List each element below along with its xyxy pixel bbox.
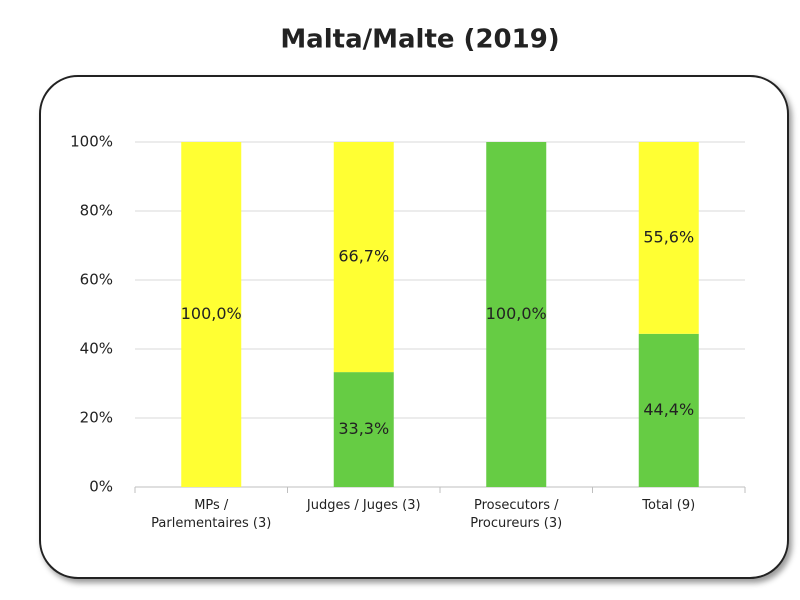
x-tick-label: Judges / Juges (3) <box>306 498 421 513</box>
x-tick-label: MPs / Parlementaires (3) <box>151 498 272 531</box>
bar-segment <box>638 333 699 487</box>
data-label: 100,0% <box>181 304 242 323</box>
bar-segment <box>486 142 547 487</box>
bar-segment <box>333 142 394 373</box>
data-label: 100,0% <box>486 304 547 323</box>
y-tick-label: 60% <box>80 271 113 289</box>
y-tick-label: 80% <box>80 202 113 220</box>
bar-segment <box>333 372 394 487</box>
data-label: 33,3% <box>338 419 389 438</box>
y-tick-label: 0% <box>89 478 113 496</box>
y-tick-label: 20% <box>80 409 113 427</box>
y-tick-label: 40% <box>80 340 113 358</box>
bar-segment <box>638 142 699 334</box>
x-tick-label: Prosecutors / Procureurs (3) <box>470 498 563 531</box>
data-label: 44,4% <box>643 400 694 419</box>
x-tick-label: Total (9) <box>642 498 696 513</box>
chart-title: Malta/Malte (2019) <box>280 25 559 55</box>
data-label: 66,7% <box>338 247 389 266</box>
data-label: 55,6% <box>643 227 694 246</box>
bar-segment <box>181 142 242 487</box>
y-tick-label: 100% <box>70 133 113 151</box>
